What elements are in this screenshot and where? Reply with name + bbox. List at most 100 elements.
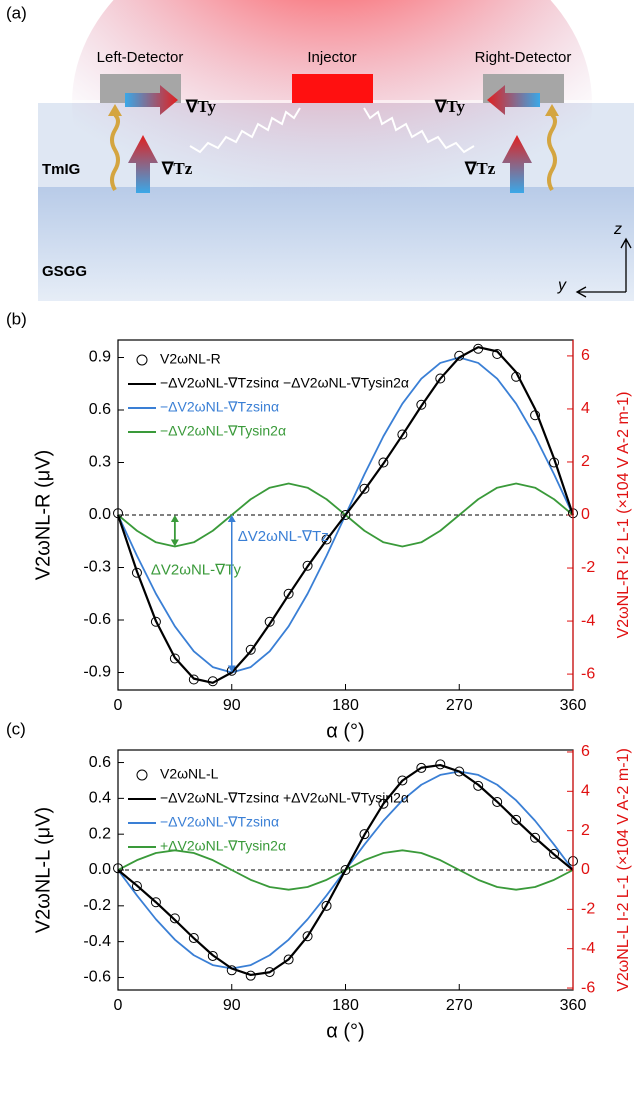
- x-axis-title: α (°): [326, 1020, 364, 1042]
- magnon-wave: [363, 107, 475, 154]
- y2-tick-label: 4: [581, 400, 590, 417]
- legend-label: V2ωNL-R: [160, 351, 221, 367]
- data-point: [264, 616, 275, 627]
- y2-axis-title: V2ωNL-L I-2 L-1 (×104 V A-2 m-1): [615, 748, 632, 992]
- x-tick-label: 270: [446, 997, 473, 1014]
- y2-tick-label: 6: [581, 347, 590, 364]
- y2-tick-label: -2: [581, 901, 595, 918]
- data-point: [340, 510, 351, 520]
- y-tick-label: 0.6: [89, 401, 111, 418]
- data-point: [321, 900, 332, 911]
- data-point: [169, 913, 180, 924]
- legend-label: −ΔV2ωNL-∇Tzsinα: [160, 399, 279, 415]
- data-point: [378, 457, 389, 468]
- y2-tick-label: 2: [581, 822, 590, 839]
- layer-label: GSGG: [42, 263, 87, 280]
- axis-arrows: [575, 237, 632, 298]
- arrowhead: [170, 515, 179, 547]
- legend-symbol: [136, 354, 148, 366]
- x-tick-label: 90: [223, 997, 241, 1014]
- magnon-arrowhead: [108, 104, 122, 116]
- data-point: [435, 373, 446, 384]
- legend-label: −ΔV2ωNL-∇Tzsinα +ΔV2ωNL-∇Tysin2α: [160, 790, 409, 806]
- y2-tick-label: -6: [581, 665, 595, 682]
- x-tick-label: 360: [560, 997, 587, 1014]
- data-point: [530, 832, 541, 843]
- y-tick-label: -0.2: [83, 897, 111, 914]
- y-tick-label: -0.6: [83, 611, 111, 628]
- injector-label: Injector: [307, 49, 356, 66]
- data-point: [492, 796, 503, 807]
- left-detector-label: Left-Detector: [97, 49, 184, 66]
- layer-label: TmIG: [42, 161, 80, 178]
- panel-label: (c): [6, 719, 26, 738]
- grad-y-arrow: [125, 85, 178, 115]
- y-axis-title: V2ωNL-L (μV): [32, 807, 54, 933]
- data-point: [207, 950, 218, 961]
- x-tick-label: 0: [114, 997, 123, 1014]
- grad-label: ∇Ty: [434, 97, 465, 116]
- data-point: [549, 848, 560, 859]
- y-tick-label: 0.0: [89, 506, 111, 523]
- data-point: [283, 954, 294, 965]
- magnon-arrow: [547, 113, 557, 192]
- grad-y-arrow: [487, 85, 540, 115]
- data-point: [283, 588, 294, 599]
- y-tick-label: 0.0: [89, 861, 111, 878]
- y-tick-label: -0.3: [83, 559, 111, 576]
- data-point: [378, 798, 389, 809]
- data-point: [359, 829, 370, 840]
- data-point: [245, 970, 256, 981]
- chart-panel: (b) -0.9 -0.6 -0.3 0.0 0.3 0.6 0.9 -6 -4 -2 0 2 4 6 0 90…: [6, 309, 632, 742]
- data-point: [150, 616, 161, 627]
- y-tick-label: -0.6: [83, 969, 111, 986]
- grad-label: ∇Tz: [161, 159, 193, 178]
- data-point: [511, 814, 522, 825]
- y2-tick-label: 0: [581, 861, 590, 878]
- data-point: [435, 759, 446, 770]
- data-point: [340, 865, 351, 875]
- y-tick-label: 0.2: [89, 825, 111, 842]
- y2-tick-label: 6: [581, 743, 590, 760]
- grad-z-arrow: [502, 135, 532, 193]
- y2-tick-label: -6: [581, 979, 595, 996]
- annotation: ΔV2ωNL-∇Tz: [238, 528, 329, 545]
- y2-axis-title: V2ωNL-R I-2 L-1 (×104 V A-2 m-1): [615, 392, 632, 639]
- data-point: [397, 429, 408, 440]
- legend-symbol: [136, 769, 148, 781]
- data-point: [188, 933, 199, 944]
- data-point: [416, 399, 427, 410]
- axis-label: y: [557, 277, 567, 294]
- legend-label: V2ωNL-L: [160, 766, 219, 782]
- y2-tick-label: 2: [581, 453, 590, 470]
- data-point: [245, 644, 256, 655]
- y2-tick-label: 0: [581, 506, 590, 523]
- y-tick-label: -0.4: [83, 933, 111, 950]
- magnon-wave: [189, 107, 301, 154]
- data-point: [302, 931, 313, 942]
- legend-label: +ΔV2ωNL-∇Tysin2α: [160, 838, 286, 854]
- data-point: [359, 483, 370, 494]
- y-tick-label: 0.4: [89, 790, 111, 807]
- x-tick-label: 360: [560, 697, 587, 714]
- chart-panel: (c) -0.6 -0.4 -0.2 0.0 0.2 0.4 0.6 -6 -4 -2 0 2 4 6 0 90…: [6, 719, 632, 1042]
- injector: [292, 74, 373, 103]
- x-tick-label: 180: [332, 697, 359, 714]
- data-point: [169, 653, 180, 664]
- y-axis-title: V2ωNL-R (μV): [32, 450, 54, 581]
- annotation: ΔV2ωNL-∇Ty: [151, 561, 242, 578]
- x-tick-label: 270: [446, 697, 473, 714]
- data-point: [454, 766, 465, 777]
- panel-a: (a) Left-Detector Injector Right-Detecto…: [6, 0, 634, 301]
- x-tick-label: 180: [332, 997, 359, 1014]
- y-tick-label: 0.3: [89, 454, 111, 471]
- legend-label: −ΔV2ωNL-∇Tzsinα −ΔV2ωNL-∇Tysin2α: [160, 375, 409, 391]
- y2-tick-label: -2: [581, 559, 595, 576]
- heat-glow: [72, 0, 592, 293]
- panel-label: (a): [6, 3, 27, 22]
- data-point: [397, 775, 408, 786]
- data-point: [473, 780, 484, 791]
- grad-label: ∇Ty: [185, 97, 216, 116]
- data-point: [150, 897, 161, 908]
